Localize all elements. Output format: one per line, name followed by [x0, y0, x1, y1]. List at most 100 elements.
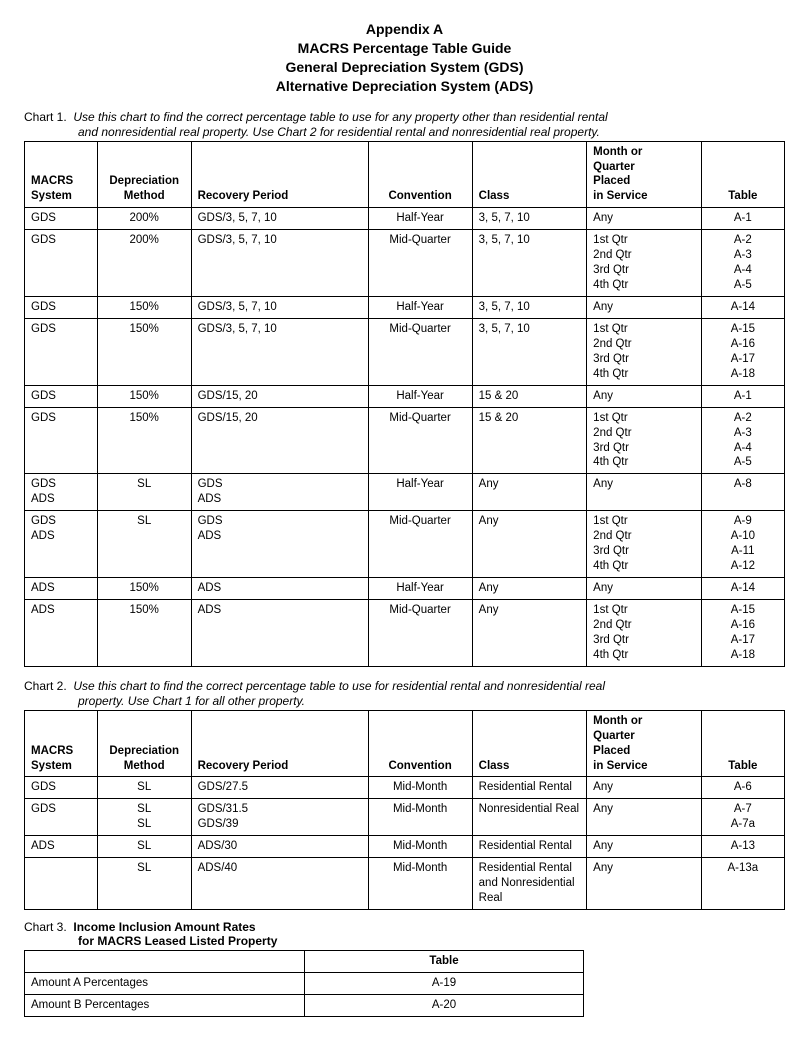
cell-convention: Mid-Quarter: [368, 230, 472, 297]
cell-class: Nonresidential Real: [472, 799, 587, 836]
cell-convention: Half-Year: [368, 385, 472, 407]
chart1-label: Chart 1.: [24, 110, 67, 124]
chart1-caption-line1: Use this chart to find the correct perce…: [73, 110, 607, 124]
table-row: GDSSL SLGDS/31.5 GDS/39Mid-MonthNonresid…: [25, 799, 785, 836]
hdr-convention: Convention: [368, 710, 472, 777]
cell-table: A-8: [701, 474, 784, 511]
cell-table: A-1: [701, 385, 784, 407]
cell-method: 200%: [97, 208, 191, 230]
hdr-convention: Convention: [368, 141, 472, 208]
cell-table: A-15 A-16 A-17 A-18: [701, 599, 784, 666]
cell-recovery: GDS/15, 20: [191, 407, 368, 474]
cell-class: 15 & 20: [472, 407, 587, 474]
cell-convention: Mid-Month: [368, 836, 472, 858]
cell-table: A-2 A-3 A-4 A-5: [701, 407, 784, 474]
cell-class: 3, 5, 7, 10: [472, 318, 587, 385]
cell-class: 3, 5, 7, 10: [472, 297, 587, 319]
cell-recovery: GDS/3, 5, 7, 10: [191, 208, 368, 230]
hdr-recovery: Recovery Period: [191, 141, 368, 208]
hdr-table: Table: [701, 141, 784, 208]
cell-table: A-20: [305, 994, 584, 1016]
title-line-1: Appendix A: [24, 20, 785, 39]
hdr-recovery: Recovery Period: [191, 710, 368, 777]
table-row: Amount B PercentagesA-20: [25, 994, 584, 1016]
cell-method: 150%: [97, 578, 191, 600]
table-row: GDSSLGDS/27.5Mid-MonthResidential Rental…: [25, 777, 785, 799]
table-row: GDS150%GDS/15, 20Mid-Quarter15 & 201st Q…: [25, 407, 785, 474]
cell-placed: 1st Qtr 2nd Qtr 3rd Qtr 4th Qtr: [587, 230, 702, 297]
cell-system: GDS: [25, 297, 98, 319]
cell-recovery: ADS: [191, 599, 368, 666]
table-row: ADS150%ADSHalf-YearAnyAnyA-14: [25, 578, 785, 600]
cell-method: SL: [97, 836, 191, 858]
table-row: GDS150%GDS/15, 20Half-Year15 & 20AnyA-1: [25, 385, 785, 407]
chart2-table: MACRS System Depreciation Method Recover…: [24, 710, 785, 910]
cell-table: A-15 A-16 A-17 A-18: [701, 318, 784, 385]
cell-convention: Half-Year: [368, 474, 472, 511]
cell-table: A-2 A-3 A-4 A-5: [701, 230, 784, 297]
cell-system: GDS: [25, 230, 98, 297]
cell-class: 15 & 20: [472, 385, 587, 407]
hdr-method: Depreciation Method: [97, 710, 191, 777]
cell-recovery: GDS/27.5: [191, 777, 368, 799]
cell-class: Any: [472, 511, 587, 578]
cell-convention: Mid-Quarter: [368, 407, 472, 474]
cell-convention: Half-Year: [368, 578, 472, 600]
cell-placed: Any: [587, 578, 702, 600]
cell-class: Residential Rental and Nonresidential Re…: [472, 858, 587, 910]
table-row: GDS200%GDS/3, 5, 7, 10Half-Year3, 5, 7, …: [25, 208, 785, 230]
chart2-label: Chart 2.: [24, 679, 67, 693]
cell-system: GDS: [25, 407, 98, 474]
cell-recovery: ADS/40: [191, 858, 368, 910]
cell-method: SL: [97, 777, 191, 799]
cell-convention: Half-Year: [368, 208, 472, 230]
cell-placed: 1st Qtr 2nd Qtr 3rd Qtr 4th Qtr: [587, 407, 702, 474]
cell-method: SL: [97, 474, 191, 511]
title-line-4: Alternative Depreciation System (ADS): [24, 77, 785, 96]
cell-method: 150%: [97, 599, 191, 666]
cell-recovery: GDS ADS: [191, 474, 368, 511]
cell-recovery: GDS/31.5 GDS/39: [191, 799, 368, 836]
cell-placed: Any: [587, 799, 702, 836]
cell-table: A-7 A-7a: [701, 799, 784, 836]
cell-placed: Any: [587, 385, 702, 407]
cell-label: Amount B Percentages: [25, 994, 305, 1016]
table-row: GDS ADSSLGDS ADSMid-QuarterAny1st Qtr 2n…: [25, 511, 785, 578]
chart3-table: Table Amount A PercentagesA-19Amount B P…: [24, 950, 584, 1017]
cell-placed: Any: [587, 474, 702, 511]
cell-class: Any: [472, 578, 587, 600]
cell-label: Amount A Percentages: [25, 972, 305, 994]
hdr-system: MACRS System: [25, 141, 98, 208]
cell-system: GDS: [25, 385, 98, 407]
cell-convention: Mid-Quarter: [368, 318, 472, 385]
chart3-label: Chart 3.: [24, 920, 67, 934]
cell-class: Any: [472, 599, 587, 666]
cell-table: A-1: [701, 208, 784, 230]
cell-class: Residential Rental: [472, 836, 587, 858]
cell-placed: Any: [587, 208, 702, 230]
cell-recovery: GDS/3, 5, 7, 10: [191, 297, 368, 319]
cell-method: 150%: [97, 318, 191, 385]
cell-table: A-13a: [701, 858, 784, 910]
cell-table: A-13: [701, 836, 784, 858]
cell-system: GDS: [25, 799, 98, 836]
cell-placed: Any: [587, 297, 702, 319]
cell-class: Residential Rental: [472, 777, 587, 799]
cell-recovery: GDS/3, 5, 7, 10: [191, 230, 368, 297]
cell-method: 150%: [97, 407, 191, 474]
cell-class: Any: [472, 474, 587, 511]
title-line-3: General Depreciation System (GDS): [24, 58, 785, 77]
cell-table: A-9 A-10 A-11 A-12: [701, 511, 784, 578]
cell-convention: Mid-Quarter: [368, 599, 472, 666]
cell-system: GDS: [25, 777, 98, 799]
cell-placed: Any: [587, 858, 702, 910]
table-row: GDS200%GDS/3, 5, 7, 10Mid-Quarter3, 5, 7…: [25, 230, 785, 297]
appendix-title: Appendix A MACRS Percentage Table Guide …: [24, 20, 785, 96]
cell-method: SL: [97, 511, 191, 578]
cell-placed: 1st Qtr 2nd Qtr 3rd Qtr 4th Qtr: [587, 511, 702, 578]
cell-convention: Half-Year: [368, 297, 472, 319]
chart1-table: MACRS System Depreciation Method Recover…: [24, 141, 785, 667]
cell-recovery: ADS: [191, 578, 368, 600]
table-row: ADS150%ADSMid-QuarterAny1st Qtr 2nd Qtr …: [25, 599, 785, 666]
chart1-caption-line2: and nonresidential real property. Use Ch…: [24, 125, 785, 139]
